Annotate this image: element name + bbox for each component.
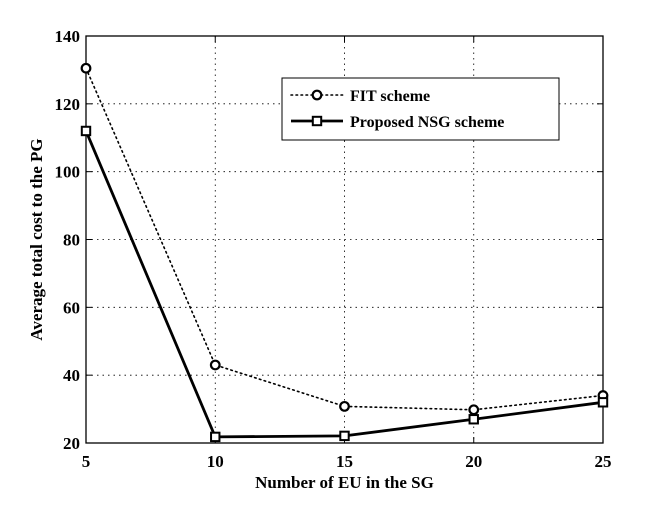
y-tick-label: 80: [63, 231, 80, 250]
y-tick-label: 40: [63, 366, 80, 385]
legend-label-nsg: Proposed NSG scheme: [350, 114, 504, 131]
y-tick-label: 60: [63, 298, 80, 317]
ticks-layer: 5 10 15 20 25 20 40 60 80 100 120 140: [55, 27, 612, 471]
legend: FIT scheme Proposed NSG scheme: [281, 77, 560, 141]
legend-marker-shape: [311, 115, 323, 127]
data-point-fit: [80, 62, 92, 74]
y-axis-label: Average total cost to the PG: [27, 138, 46, 340]
legend-marker-fit: [311, 89, 323, 101]
y-tick-label: 20: [63, 434, 80, 453]
legend-marker-shape: [311, 89, 323, 101]
x-tick-label: 20: [465, 452, 482, 471]
legend-label-fit: FIT scheme: [350, 88, 430, 105]
data-point-nsg: [597, 397, 609, 408]
series-layer: [80, 62, 609, 443]
data-point-nsg: [339, 430, 350, 442]
data-point-fit: [468, 404, 480, 416]
legend-marker-nsg: [311, 115, 323, 127]
x-tick-label: 25: [595, 452, 612, 471]
data-point-nsg: [80, 125, 92, 137]
x-axis-label: Number of EU in the SG: [255, 473, 434, 492]
x-tick-label: 10: [207, 452, 224, 471]
data-point-nsg: [210, 431, 221, 443]
y-tick-label: 120: [55, 95, 81, 114]
y-tick-label: 140: [55, 27, 81, 46]
x-tick-label: 15: [336, 452, 353, 471]
x-tick-label: 5: [82, 452, 91, 471]
data-point-nsg: [468, 414, 479, 425]
y-tick-label: 100: [55, 163, 81, 182]
data-point-fit: [339, 400, 350, 412]
data-point-fit: [209, 359, 221, 371]
legend-box: [281, 77, 560, 141]
